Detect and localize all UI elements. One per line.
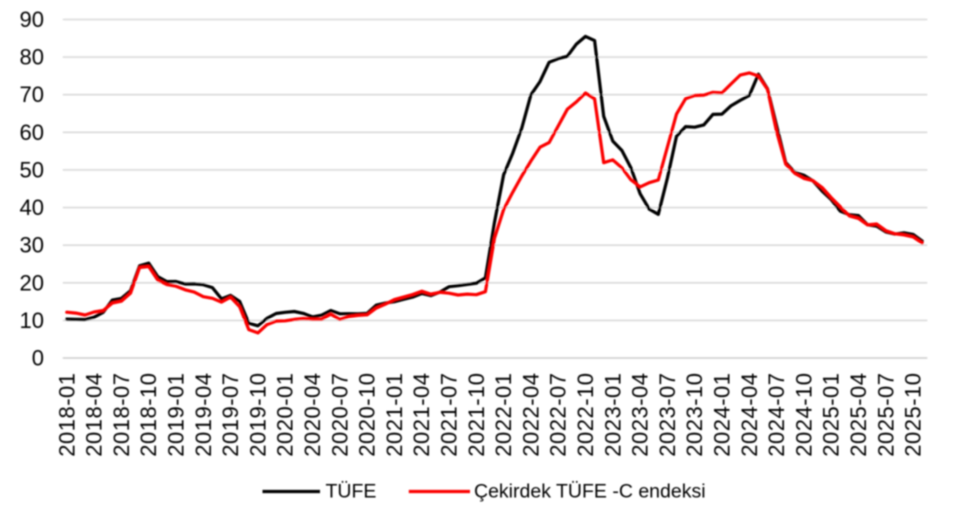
svg-text:2024-04: 2024-04 <box>737 373 762 457</box>
svg-text:2018-07: 2018-07 <box>109 373 134 457</box>
svg-text:20: 20 <box>20 270 44 295</box>
svg-text:2022-01: 2022-01 <box>491 373 516 457</box>
svg-text:2023-10: 2023-10 <box>682 373 707 457</box>
svg-text:2020-01: 2020-01 <box>273 373 298 457</box>
svg-text:2023-04: 2023-04 <box>628 373 653 457</box>
svg-text:2021-01: 2021-01 <box>382 373 407 457</box>
svg-text:2020-04: 2020-04 <box>300 373 325 457</box>
svg-text:2019-07: 2019-07 <box>218 373 243 457</box>
svg-text:40: 40 <box>20 195 44 220</box>
svg-text:2024-01: 2024-01 <box>710 373 735 457</box>
svg-text:2024-07: 2024-07 <box>764 373 789 457</box>
svg-text:2019-04: 2019-04 <box>191 373 216 457</box>
svg-text:2022-10: 2022-10 <box>573 373 598 457</box>
svg-text:2019-10: 2019-10 <box>245 373 270 457</box>
svg-text:10: 10 <box>20 308 44 333</box>
svg-text:2020-10: 2020-10 <box>355 373 380 457</box>
svg-text:2025-10: 2025-10 <box>901 373 926 457</box>
svg-text:2018-01: 2018-01 <box>54 373 79 457</box>
svg-text:30: 30 <box>20 233 44 258</box>
svg-text:2018-04: 2018-04 <box>82 373 107 457</box>
svg-text:2021-07: 2021-07 <box>437 373 462 457</box>
svg-text:Çekirdek TÜFE -C endeksi: Çekirdek TÜFE -C endeksi <box>474 481 706 503</box>
svg-text:2023-01: 2023-01 <box>600 373 625 457</box>
svg-text:2021-04: 2021-04 <box>409 373 434 457</box>
svg-text:0: 0 <box>32 346 44 371</box>
svg-text:50: 50 <box>20 157 44 182</box>
svg-text:2022-07: 2022-07 <box>546 373 571 457</box>
svg-text:60: 60 <box>20 120 44 145</box>
svg-text:2021-10: 2021-10 <box>464 373 489 457</box>
svg-text:2020-07: 2020-07 <box>327 373 352 457</box>
svg-text:2025-01: 2025-01 <box>819 373 844 457</box>
svg-text:2024-10: 2024-10 <box>791 373 816 457</box>
svg-text:2022-04: 2022-04 <box>518 373 543 457</box>
svg-text:2018-10: 2018-10 <box>136 373 161 457</box>
svg-text:2025-07: 2025-07 <box>873 373 898 457</box>
svg-text:70: 70 <box>20 82 44 107</box>
svg-text:2025-04: 2025-04 <box>846 373 871 457</box>
svg-text:80: 80 <box>20 45 44 70</box>
svg-text:2019-01: 2019-01 <box>164 373 189 457</box>
svg-text:TÜFE: TÜFE <box>326 481 377 503</box>
svg-text:90: 90 <box>20 7 44 32</box>
svg-text:2023-07: 2023-07 <box>655 373 680 457</box>
